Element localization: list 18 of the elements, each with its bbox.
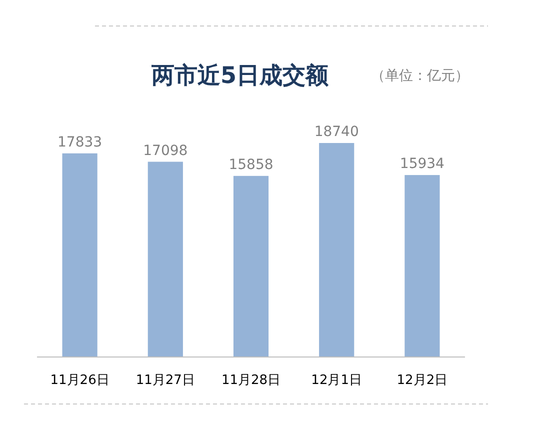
x-tick-label: 12月1日 (311, 373, 362, 388)
text: （单位：亿元） (371, 68, 469, 84)
bar (62, 153, 98, 357)
bar (233, 176, 269, 357)
data-label: 17833 (58, 134, 102, 150)
x-tick-label: 11月27日 (136, 373, 195, 388)
data-label: 18740 (314, 124, 359, 140)
bar (148, 162, 183, 357)
chart-title: 两市近5日成交额 (150, 62, 330, 89)
data-label: 15934 (400, 156, 445, 172)
plot: 17833 17098 15858 18740 15934 11月26日 11月27日 11月28日 12月1日 12月2日 (36, 124, 466, 388)
data-label: 17098 (143, 142, 188, 159)
bar (319, 143, 354, 357)
x-tick-label: 11月26日 (50, 373, 110, 388)
bar (404, 175, 440, 357)
x-tick-label: 12月2日 (396, 373, 448, 388)
data-label: 15858 (228, 156, 274, 173)
x-tick-label: 11月28日 (221, 373, 281, 388)
